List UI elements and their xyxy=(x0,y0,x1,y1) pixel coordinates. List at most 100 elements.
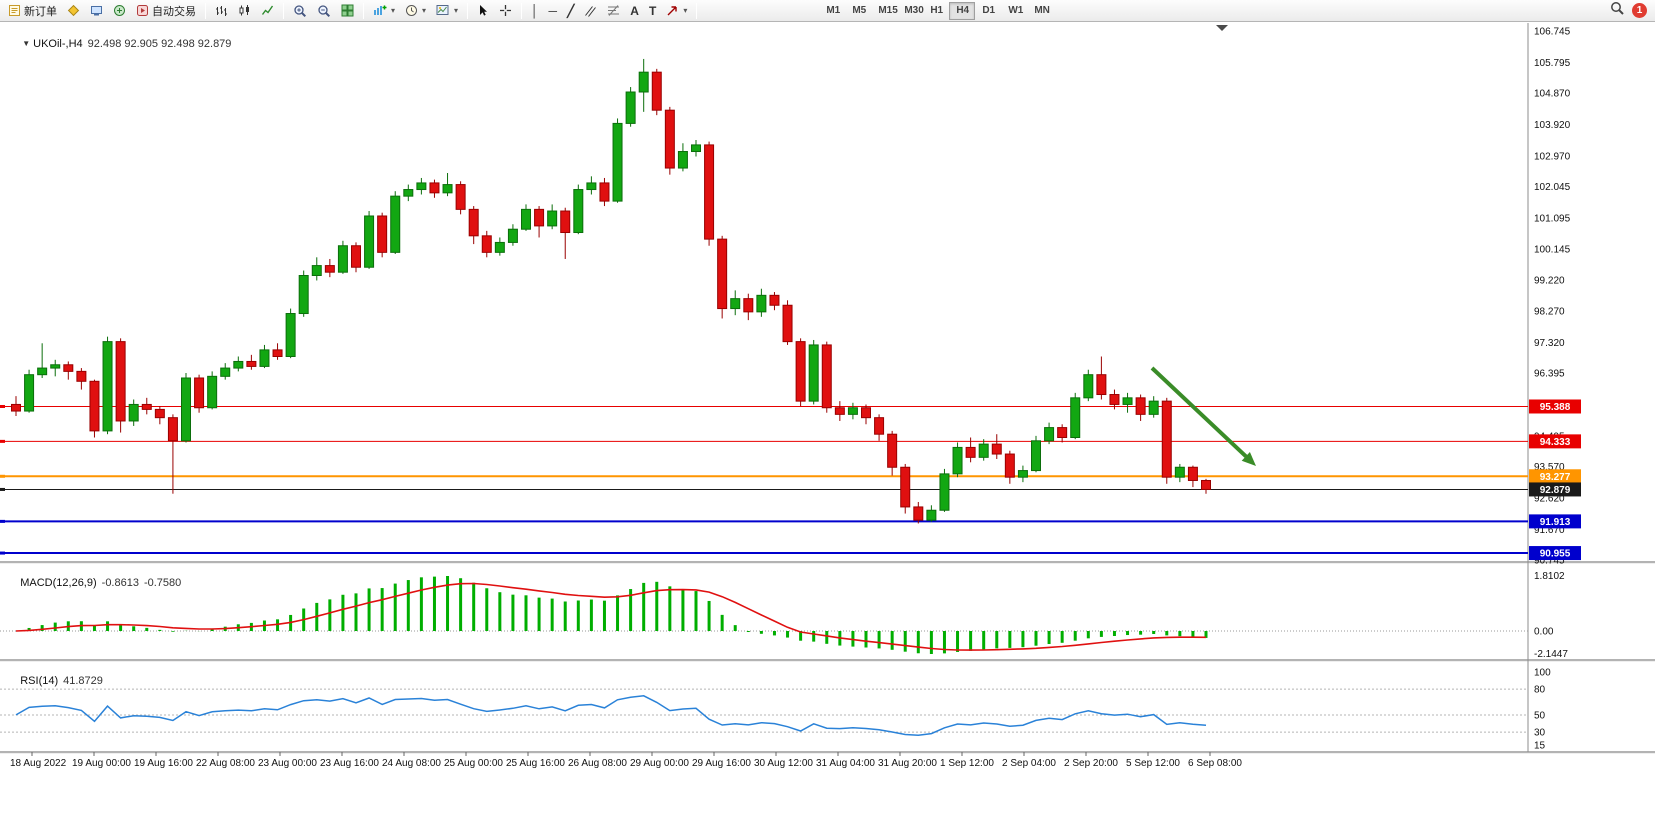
text-tool-button[interactable]: A xyxy=(626,1,643,20)
zoom-out-button[interactable] xyxy=(313,1,335,20)
chart-canvas[interactable] xyxy=(0,22,1655,818)
trendline-tool-button[interactable]: ╱ xyxy=(563,1,578,20)
toolbar-separator xyxy=(521,2,523,19)
candle-body xyxy=(939,473,950,511)
line-chart-button[interactable] xyxy=(257,1,278,20)
timeframe-mn-button[interactable]: MN xyxy=(1027,2,1053,20)
zoom-in-icon xyxy=(293,4,307,18)
horizontal-line-tool-button[interactable]: ─ xyxy=(545,1,562,20)
timeframe-h4-button[interactable]: H4 xyxy=(949,1,976,20)
svg-text:99.220: 99.220 xyxy=(1534,275,1565,286)
timeframe-d1-button[interactable]: D1 xyxy=(975,2,1001,20)
autotrading-button[interactable]: 自动交易 xyxy=(132,1,200,20)
candle-body xyxy=(1109,394,1120,405)
indicators-button[interactable]: ▾ xyxy=(369,1,399,20)
zoom-in-button[interactable] xyxy=(289,1,311,20)
equidistant-channel-tool-button[interactable] xyxy=(580,1,601,20)
chart-shift-marker[interactable] xyxy=(1216,25,1228,31)
timeframe-m30-button[interactable]: M30 xyxy=(897,2,923,20)
search-icon[interactable] xyxy=(1610,1,1625,21)
candle-body xyxy=(612,122,623,202)
toolbar-separator xyxy=(283,2,284,19)
symbol-dropdown-icon[interactable]: ▼ xyxy=(22,39,31,48)
fibonacci-tool-button[interactable] xyxy=(603,1,624,20)
timeframe-h1-button[interactable]: H1 xyxy=(923,2,949,20)
svg-text:102.970: 102.970 xyxy=(1534,151,1571,162)
horizontal-line-icon: ─ xyxy=(548,3,558,18)
templates-button[interactable]: ▾ xyxy=(432,1,462,20)
trend-arrow-shaft[interactable] xyxy=(1150,366,1248,458)
price-line-badge xyxy=(1529,546,1581,561)
candlestick-chart-button[interactable] xyxy=(234,1,255,20)
new-order-button[interactable]: 新订单 xyxy=(4,1,61,20)
toolbar-separator xyxy=(205,2,206,19)
candle-body xyxy=(521,208,531,230)
cursor-button[interactable] xyxy=(473,1,493,20)
candle-body xyxy=(285,313,296,358)
svg-text:93.570: 93.570 xyxy=(1534,462,1565,473)
candle-body xyxy=(756,294,767,313)
vertical-line-tool-button[interactable]: │ xyxy=(527,1,543,20)
price-line-badge-text: 91.913 xyxy=(1540,517,1571,528)
candle-body xyxy=(795,341,806,402)
timeframe-w1-button[interactable]: W1 xyxy=(1001,2,1027,20)
candle-body xyxy=(821,344,832,409)
chevron-down-icon[interactable]: ▾ xyxy=(454,6,459,15)
macd-indicator-label: MACD(12,26,9) -0.8613 -0.7580 xyxy=(8,565,181,601)
candle-body xyxy=(481,235,492,253)
rsi-value: 41.8729 xyxy=(63,675,103,687)
rsi-axis-label: 80 xyxy=(1534,685,1546,696)
candle-body xyxy=(259,349,270,367)
timeframe-toolbar: M1 M5 M15 M30 H1 H4 D1 W1 MN xyxy=(819,1,1053,20)
new-chart-button[interactable] xyxy=(63,1,84,20)
candle-body xyxy=(1161,400,1172,478)
timeframe-m1-button[interactable]: M1 xyxy=(819,2,845,20)
candle-body xyxy=(547,210,558,227)
crosshair-button[interactable] xyxy=(495,1,516,20)
text-label-tool-button[interactable]: T xyxy=(645,1,660,20)
chart-symbol-label[interactable]: ▼ UKOil-,H4 92.498 92.905 92.498 92.879 xyxy=(10,26,231,62)
macd-signal-line xyxy=(15,582,1207,651)
price-line-badge-text: 94.333 xyxy=(1540,437,1571,448)
svg-text:105.795: 105.795 xyxy=(1534,58,1571,69)
text-tool-icon: A xyxy=(630,3,639,18)
chevron-down-icon[interactable]: ▾ xyxy=(683,6,688,15)
trend-arrow-annotation[interactable] xyxy=(1150,366,1256,466)
candle-body xyxy=(115,341,126,422)
candle-body xyxy=(782,304,793,343)
timeframe-m5-button[interactable]: M5 xyxy=(845,2,871,20)
timeframe-m15-button[interactable]: M15 xyxy=(871,2,897,20)
periods-button[interactable]: ▾ xyxy=(401,1,430,20)
profiles-button[interactable] xyxy=(86,1,107,20)
bar-chart-button[interactable] xyxy=(211,1,232,20)
candle-body xyxy=(63,364,74,372)
candle-body xyxy=(1083,374,1094,399)
candle-body xyxy=(664,109,675,169)
candlestick-chart-icon xyxy=(238,4,251,17)
arrows-tool-button[interactable]: ▾ xyxy=(662,1,691,20)
candle-body xyxy=(586,182,597,191)
chevron-down-icon[interactable]: ▾ xyxy=(422,6,427,15)
tile-windows-button[interactable] xyxy=(337,1,358,20)
svg-text:96.395: 96.395 xyxy=(1534,369,1565,380)
candle-body xyxy=(952,446,963,475)
chevron-down-icon[interactable]: ▾ xyxy=(391,6,396,15)
candle-body xyxy=(743,298,754,313)
line-anchor-marker xyxy=(0,519,5,523)
notification-badge[interactable]: 1 xyxy=(1632,3,1647,18)
time-axis-label: 24 Aug 08:00 xyxy=(382,758,441,769)
price-line-badge-text: 92.879 xyxy=(1540,485,1571,496)
candle-body xyxy=(220,367,231,377)
candle-body xyxy=(808,344,819,402)
vertical-line-icon: │ xyxy=(531,3,539,18)
candle-body xyxy=(847,407,858,415)
toolbar-separator xyxy=(696,2,698,19)
price-line-labels xyxy=(1529,399,1581,561)
crosshair-icon xyxy=(499,4,512,17)
main-toolbar: 新订单 自动交易 xyxy=(0,0,1655,22)
candle-body xyxy=(926,509,937,521)
navigator-button[interactable] xyxy=(109,1,130,20)
arrow-shape-icon xyxy=(666,4,679,17)
new-chart-icon xyxy=(67,4,80,17)
channel-icon xyxy=(584,4,597,17)
